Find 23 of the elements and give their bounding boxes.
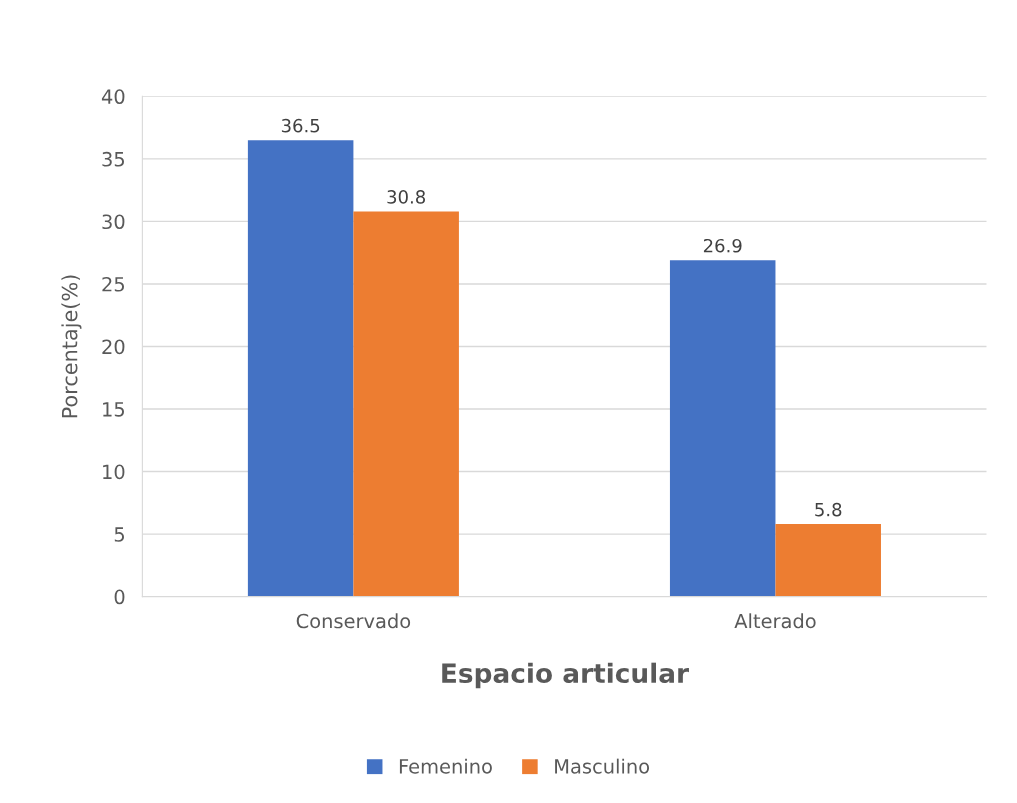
bar: [353, 211, 459, 597]
legend-label: Masculino: [555, 758, 650, 774]
x-axis-title: Espacio articular: [442, 662, 689, 689]
bar: [247, 140, 354, 597]
y-tick-label: 20: [102, 339, 125, 355]
y-axis-title: Porcentaje(%): [61, 275, 82, 418]
y-tick-label: 30: [102, 214, 125, 230]
bar: [775, 524, 881, 597]
y-tick-label: 35: [102, 151, 125, 167]
x-tick-label: Alterado: [734, 613, 816, 629]
bar: [669, 260, 776, 597]
y-tick-label: 25: [102, 276, 125, 292]
data-label: 5.8: [815, 502, 842, 517]
y-tick-label: 10: [103, 464, 125, 480]
y-tick-label: 5: [114, 527, 125, 542]
x-tick-label: Conservado: [296, 613, 411, 629]
data-label: 26.9: [703, 238, 742, 253]
y-tick-label: 40: [101, 89, 125, 105]
data-label: 36.5: [281, 118, 320, 133]
legend-label: Femenino: [399, 758, 492, 774]
y-tick-label: 15: [103, 402, 125, 417]
y-tick-label: 0: [114, 589, 125, 605]
data-label: 30.8: [387, 190, 426, 204]
